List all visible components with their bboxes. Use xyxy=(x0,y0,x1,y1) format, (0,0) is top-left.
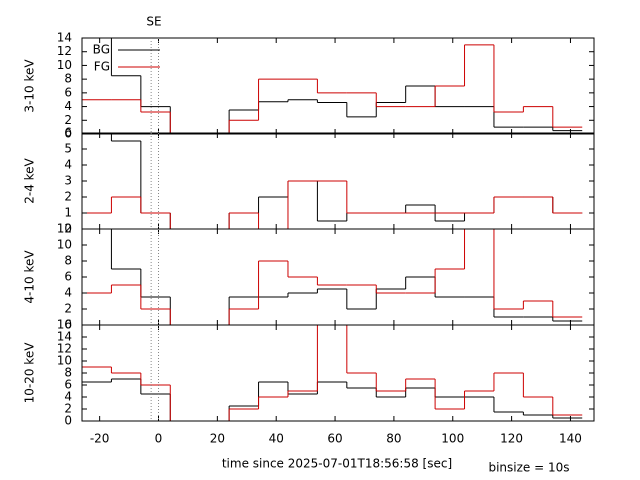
y-tick-label: 6 xyxy=(64,126,72,140)
y-tick-label: 8 xyxy=(64,366,72,380)
y-axis-label: 3-10 keV xyxy=(23,59,37,113)
y-tick-label: 2 xyxy=(64,113,72,127)
y-tick-label: 8 xyxy=(64,254,72,268)
annotation: binsize = 10s xyxy=(488,461,569,475)
y-tick-label: 4 xyxy=(64,158,72,172)
y-tick-label: 0 xyxy=(64,414,72,428)
y-tick-label: 4 xyxy=(64,286,72,300)
y-tick-label: 6 xyxy=(64,270,72,284)
legend-label: BG xyxy=(93,43,110,57)
y-tick-label: 4 xyxy=(64,99,72,113)
x-tick-label: 20 xyxy=(210,432,225,446)
y-tick-label: 1 xyxy=(64,206,72,220)
x-tick-label: -20 xyxy=(90,432,110,446)
y-tick-label: 14 xyxy=(57,31,72,45)
y-tick-label: 10 xyxy=(57,58,72,72)
y-tick-label: 2 xyxy=(64,190,72,204)
x-tick-label: 40 xyxy=(269,432,284,446)
y-tick-label: 4 xyxy=(64,390,72,404)
x-tick-label: 120 xyxy=(500,432,523,446)
panel xyxy=(82,38,583,134)
y-tick-label: 6 xyxy=(64,85,72,99)
y-tick-label: 0 xyxy=(64,318,72,332)
y-tick-label: 2 xyxy=(64,402,72,416)
y-axis-label: 4-10 keV xyxy=(23,250,37,304)
y-axis-label: 10-20 keV xyxy=(23,342,37,404)
x-tick-label: 100 xyxy=(441,432,464,446)
y-tick-label: 5 xyxy=(64,142,72,156)
x-tick-label: 80 xyxy=(386,432,401,446)
x-tick-label: 60 xyxy=(327,432,342,446)
panel xyxy=(82,325,583,421)
y-tick-label: 12 xyxy=(57,44,72,58)
y-tick-label: 0 xyxy=(64,222,72,236)
legend-label: FG xyxy=(94,60,110,74)
x-tick-label: 0 xyxy=(155,432,163,446)
y-tick-label: 16 xyxy=(57,318,72,332)
x-tick-label: 140 xyxy=(559,432,582,446)
y-tick-label: 3 xyxy=(64,174,72,188)
y-tick-label: 0 xyxy=(64,127,72,141)
y-tick-label: 12 xyxy=(57,222,72,236)
panel xyxy=(82,229,583,325)
plot-frame xyxy=(81,37,595,135)
y-tick-label: 10 xyxy=(57,238,72,252)
y-tick-label: 8 xyxy=(64,72,72,86)
y-tick-label: 10 xyxy=(57,354,72,368)
chart-title: SE xyxy=(146,15,161,29)
panel xyxy=(82,133,583,229)
y-tick-label: 2 xyxy=(64,302,72,316)
x-axis-label: time since 2025-07-01T18:56:58 [sec] xyxy=(222,457,452,471)
y-tick-label: 14 xyxy=(57,330,72,344)
y-axis-label: 2-4 keV xyxy=(23,157,37,203)
y-tick-label: 6 xyxy=(64,378,72,392)
y-tick-label: 12 xyxy=(57,342,72,356)
